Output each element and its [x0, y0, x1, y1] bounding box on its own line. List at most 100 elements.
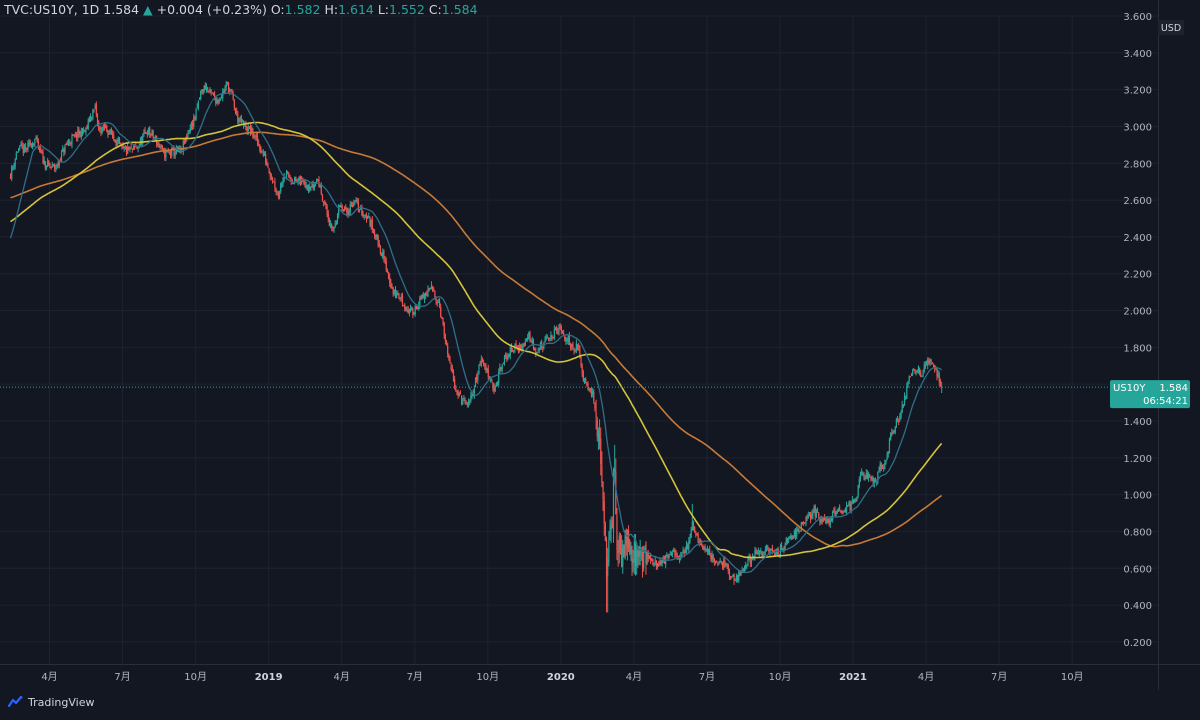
candle-body: [718, 562, 720, 565]
candle: [652, 558, 654, 566]
candle-body: [894, 427, 896, 433]
candle: [350, 201, 353, 207]
candle-body: [906, 385, 908, 399]
x-tick-label: 2021: [839, 672, 867, 683]
candle: [414, 304, 416, 317]
y-tick-label: 1.400: [1123, 417, 1152, 428]
candle-body: [283, 177, 285, 179]
candle: [445, 339, 448, 346]
candle-body: [194, 117, 196, 119]
candle: [607, 547, 609, 613]
candle: [632, 549, 634, 573]
candle-body: [741, 569, 743, 572]
candle-body: [663, 559, 666, 564]
candle: [203, 85, 205, 94]
symbol-name[interactable]: TVC:US10Y, 1D: [4, 2, 100, 17]
candle-body: [786, 538, 789, 543]
candle: [236, 107, 238, 116]
candle-body: [413, 314, 415, 316]
candle: [842, 510, 844, 515]
candle-body: [692, 521, 695, 528]
candle-body: [590, 391, 593, 395]
candle: [217, 98, 219, 106]
candle-body: [547, 337, 550, 340]
candle-body: [697, 534, 699, 543]
candle-body: [407, 309, 409, 314]
candle: [441, 316, 443, 320]
candle: [837, 507, 840, 513]
candle-body: [627, 530, 630, 545]
candle-body: [579, 348, 581, 359]
candle: [501, 364, 503, 373]
candle: [52, 163, 55, 167]
candle: [723, 556, 725, 571]
candle: [898, 418, 900, 426]
candle-body: [120, 142, 122, 144]
candle-body: [921, 375, 923, 377]
candle: [77, 126, 79, 142]
candle: [114, 139, 116, 143]
candle: [261, 150, 263, 153]
candle-body: [618, 535, 620, 553]
candle: [654, 556, 656, 566]
candle: [908, 375, 910, 385]
candle: [761, 550, 763, 558]
candle: [48, 160, 50, 167]
candle-body: [57, 163, 59, 166]
candle: [358, 208, 361, 213]
candle-body: [214, 93, 216, 98]
candle: [673, 547, 675, 553]
candle: [712, 553, 714, 563]
candle-body: [183, 141, 186, 143]
candle-body: [288, 173, 290, 178]
candle: [900, 410, 902, 420]
candle-body: [442, 318, 444, 324]
candle-body: [916, 370, 918, 372]
candle: [332, 226, 334, 232]
candle: [375, 234, 377, 241]
candle: [485, 363, 487, 374]
candle: [93, 109, 95, 113]
candle: [799, 530, 801, 532]
candle-body: [507, 355, 509, 359]
candle: [881, 464, 884, 469]
candle-body: [659, 560, 661, 565]
candle-body: [691, 521, 693, 530]
candle-body: [835, 512, 837, 516]
candle-body: [383, 250, 385, 259]
candle: [73, 134, 75, 138]
candle-body: [676, 555, 678, 557]
low-label: L:: [377, 2, 390, 17]
candle-body: [586, 383, 588, 385]
candle: [783, 546, 785, 554]
candle: [610, 516, 612, 544]
candle: [845, 501, 848, 516]
candle-body: [930, 360, 932, 362]
candle-body: [858, 479, 860, 487]
candle-body: [467, 402, 470, 406]
candle-body: [550, 335, 552, 339]
candle: [563, 329, 565, 336]
candle-body: [102, 124, 104, 130]
candle-body: [182, 141, 184, 152]
candle-body: [136, 147, 138, 149]
candle-body: [484, 365, 486, 367]
candle-body: [43, 159, 45, 164]
candle-body: [592, 391, 594, 395]
candle: [110, 127, 113, 136]
candle-body: [666, 554, 668, 557]
candle-body: [799, 530, 801, 532]
candle-body: [100, 127, 102, 134]
candle: [429, 287, 431, 290]
candle: [368, 212, 370, 219]
candle-body: [35, 137, 37, 139]
candle: [45, 165, 48, 171]
candle-body: [903, 395, 906, 406]
candle: [266, 158, 268, 166]
candle-body: [854, 500, 856, 503]
candle-body: [113, 135, 115, 139]
candle: [470, 391, 472, 404]
tradingview-branding[interactable]: TradingView: [8, 694, 94, 710]
